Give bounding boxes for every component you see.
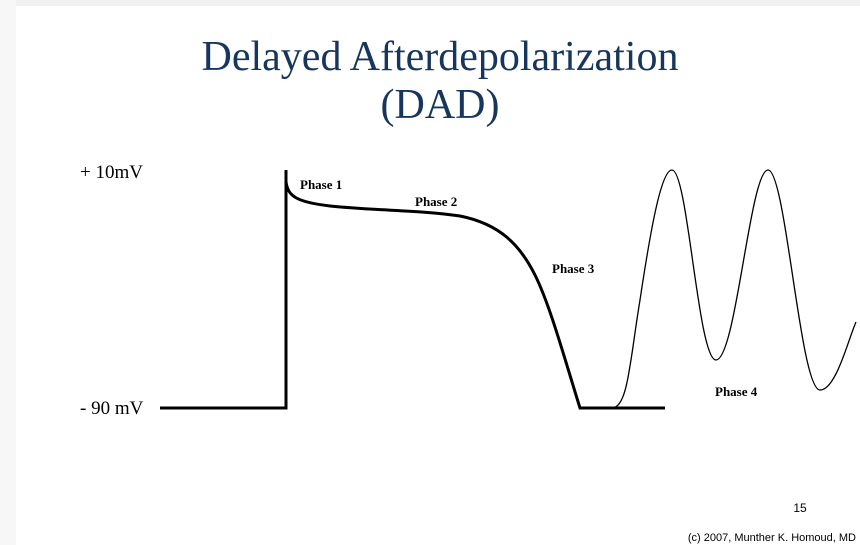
- phase-label: Phase 4: [715, 384, 758, 399]
- slide-number: 15: [793, 501, 807, 515]
- voltage-label: + 10mV: [80, 162, 143, 183]
- footer: (c) 2007, Munther K. Homoud, MD: [688, 532, 856, 544]
- voltage-label: - 90 mV: [80, 398, 144, 419]
- title-line: Delayed Afterdepolarization: [202, 34, 679, 80]
- afterdepolarization-wave: [611, 169, 857, 409]
- left-edge: [0, 0, 16, 545]
- title-line: (DAD): [381, 82, 500, 128]
- action-potential: [160, 170, 665, 410]
- phase-label: Phase 3: [552, 261, 595, 276]
- phase-label: Phase 2: [415, 194, 457, 209]
- phase-label: Phase 1: [300, 177, 342, 192]
- top-edge: [0, 0, 860, 6]
